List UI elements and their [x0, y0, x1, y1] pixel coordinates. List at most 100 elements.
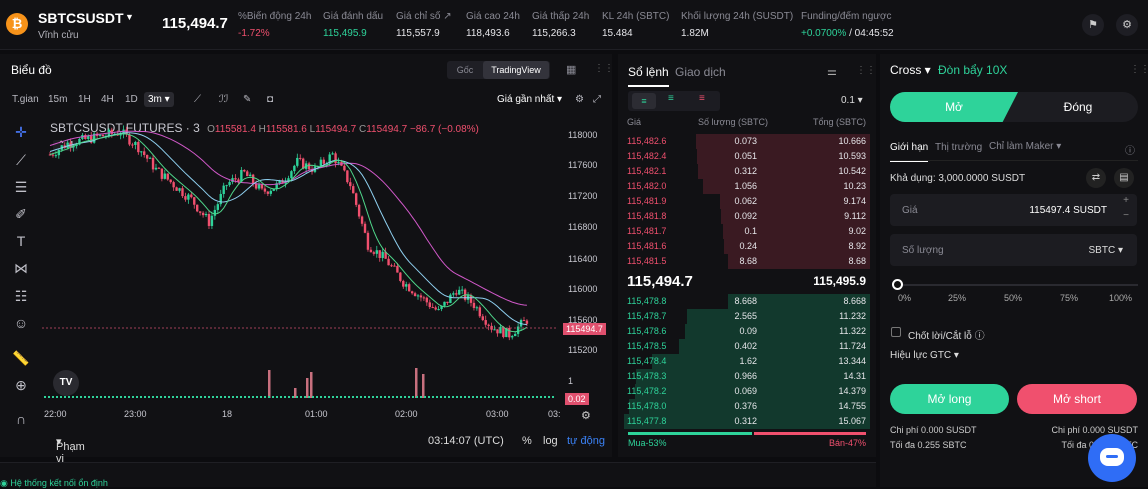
- symbol-name[interactable]: SBTCSUSDT: [38, 10, 124, 26]
- tpsl-checkbox[interactable]: [891, 327, 901, 337]
- size-slider[interactable]: [898, 284, 1138, 286]
- auto-scale-button[interactable]: tự động: [567, 435, 605, 447]
- ask-row[interactable]: 115,481.6 0.24 8.92: [624, 239, 870, 254]
- tab-open[interactable]: Mở: [945, 100, 963, 114]
- chart-view-toggle[interactable]: Gốc TradingView: [447, 61, 550, 79]
- qty-unit-select[interactable]: SBTC ▾: [1088, 245, 1123, 256]
- view-basic[interactable]: Gốc: [456, 65, 474, 75]
- drag-handle-icon[interactable]: ⋮⋮: [594, 63, 614, 74]
- price-chart[interactable]: [42, 118, 558, 398]
- ruler-icon[interactable]: 📏: [12, 350, 30, 366]
- text-icon[interactable]: T: [16, 233, 26, 249]
- order-type-limit[interactable]: Giới hạn: [890, 142, 929, 162]
- increment-icon[interactable]: +: [1123, 195, 1129, 206]
- interval-1d[interactable]: 1D: [125, 94, 138, 105]
- chevron-down-icon[interactable]: ▼: [125, 12, 134, 22]
- ask-row[interactable]: 115,482.1 0.312 10.542: [624, 164, 870, 179]
- trendline-icon[interactable]: ⟋: [16, 152, 26, 168]
- horizontal-lines-icon[interactable]: ☰: [14, 179, 28, 195]
- time-in-force-select[interactable]: Hiệu lực GTC ▾: [890, 350, 959, 361]
- bid-row[interactable]: 115,478.8 8.668 8.668: [624, 294, 870, 309]
- volume-bar: [448, 396, 450, 398]
- precision-select[interactable]: 0.1 ▾: [841, 95, 863, 106]
- emoji-icon[interactable]: ☺: [13, 315, 29, 331]
- filter-icon[interactable]: ⚌: [827, 66, 837, 78]
- contract-type: Vĩnh cửu: [38, 30, 79, 41]
- ask-row[interactable]: 115,482.4 0.051 10.593: [624, 149, 870, 164]
- tab-orderbook[interactable]: Sổ lệnh: [628, 65, 669, 87]
- axis-settings-icon[interactable]: ⚙: [581, 410, 591, 422]
- indicators-icon[interactable]: ℐℐ: [219, 94, 229, 105]
- view-both-icon[interactable]: ≡: [632, 93, 656, 109]
- slider-handle[interactable]: [892, 279, 903, 290]
- bid-row[interactable]: 115,478.6 0.09 11.322: [624, 324, 870, 339]
- price-value[interactable]: 115497.4 SUSDT: [1029, 205, 1107, 216]
- info-icon[interactable]: ⓘ: [1125, 146, 1135, 157]
- ask-row[interactable]: 115,482.0 1.056 10.23: [624, 179, 870, 194]
- fullscreen-icon[interactable]: ⤢: [593, 94, 601, 105]
- decrement-icon[interactable]: −: [1123, 210, 1129, 221]
- order-type-maker[interactable]: Chỉ làm Maker ▾: [989, 141, 1062, 152]
- crosshair-icon[interactable]: ✛: [15, 124, 27, 140]
- ask-row[interactable]: 115,481.8 0.092 9.112: [624, 209, 870, 224]
- ask-row[interactable]: 115,481.7 0.1 9.02: [624, 224, 870, 239]
- grid-layout-icon[interactable]: ▦: [566, 64, 577, 76]
- fib-icon[interactable]: ☷: [14, 288, 28, 304]
- view-bids-icon[interactable]: ≡: [668, 93, 674, 104]
- bid-row[interactable]: 115,478.0 0.376 14.755: [624, 399, 870, 414]
- margin-mode-select[interactable]: Cross ▾: [890, 63, 931, 77]
- candle-body: [154, 167, 158, 170]
- open-long-button[interactable]: Mở long: [890, 384, 1009, 414]
- depth-bar: [652, 354, 870, 369]
- order-type-market[interactable]: Thị trường: [935, 142, 983, 153]
- chart-type-icon[interactable]: ⟋: [194, 94, 201, 105]
- percent-scale-button[interactable]: %: [522, 435, 532, 447]
- buy-ratio: Mua-53%: [628, 438, 667, 448]
- volume-bar: [384, 396, 386, 398]
- bid-row[interactable]: 115,478.5 0.402 11.724: [624, 339, 870, 354]
- interval-1h[interactable]: 1H: [78, 94, 91, 105]
- bid-row[interactable]: 115,477.8 0.312 15.067: [624, 414, 870, 429]
- zoom-in-icon[interactable]: ⊕: [15, 377, 27, 393]
- interval-15m[interactable]: 15m: [48, 94, 68, 105]
- volume-bar: [56, 396, 58, 398]
- transfer-icon[interactable]: ⇄: [1086, 168, 1106, 188]
- quantity-field[interactable]: Số lượng SBTC ▾: [890, 234, 1137, 266]
- bid-row[interactable]: 115,478.3 0.966 14.31: [624, 369, 870, 384]
- settings-icon[interactable]: ⚙: [1116, 14, 1138, 36]
- range-select[interactable]: Phạm vi Ngày ▾: [56, 436, 85, 477]
- tab-trades[interactable]: Giao dịch: [675, 65, 726, 79]
- drag-handle-icon[interactable]: ⋮⋮: [856, 65, 876, 76]
- calculator-icon[interactable]: ▤: [1114, 168, 1134, 188]
- open-short-button[interactable]: Mở short: [1017, 384, 1137, 414]
- alert-icon[interactable]: ⚑: [1082, 14, 1104, 36]
- row-price: 115,482.4: [627, 151, 667, 161]
- pencil-icon[interactable]: ✎: [243, 94, 252, 105]
- ask-row[interactable]: 115,481.5 8.68 8.68: [624, 254, 870, 269]
- book-view-toggle[interactable]: ≡ ≡ ≡: [628, 91, 720, 111]
- support-chat-button[interactable]: [1088, 434, 1136, 482]
- leverage-button[interactable]: Đòn bẩy 10X: [938, 63, 1008, 77]
- stat-index-price[interactable]: Giá chỉ số ↗ 115,557.9: [396, 11, 452, 39]
- bid-row[interactable]: 115,478.2 0.069 14.379: [624, 384, 870, 399]
- drag-handle-icon[interactable]: ⋮⋮: [1130, 64, 1148, 75]
- log-scale-button[interactable]: log: [543, 435, 558, 447]
- chart-settings-icon[interactable]: ⚙: [575, 94, 584, 105]
- interval-label[interactable]: T.gian: [12, 94, 39, 105]
- ask-row[interactable]: 115,481.9 0.062 9.174: [624, 194, 870, 209]
- camera-icon[interactable]: ◘: [267, 94, 274, 105]
- view-asks-icon[interactable]: ≡: [699, 93, 705, 104]
- bid-row[interactable]: 115,478.7 2.565 11.232: [624, 309, 870, 324]
- pattern-icon[interactable]: ⋈: [14, 260, 28, 276]
- price-source-select[interactable]: Giá gần nhất ▾: [497, 94, 563, 105]
- bid-row[interactable]: 115,478.4 1.62 13.344: [624, 354, 870, 369]
- ask-row[interactable]: 115,482.6 0.073 10.666: [624, 134, 870, 149]
- interval-4h[interactable]: 4H: [101, 94, 114, 105]
- brush-icon[interactable]: ✐: [15, 206, 27, 222]
- tab-close[interactable]: Đóng: [1063, 100, 1093, 114]
- view-tradingview[interactable]: TradingView: [483, 61, 549, 79]
- interval-active[interactable]: 3m ▾: [144, 92, 174, 107]
- magnet-icon[interactable]: ∩: [15, 411, 27, 427]
- divider: [890, 160, 1138, 161]
- price-field[interactable]: Giá 115497.4 SUSDT + −: [890, 194, 1137, 226]
